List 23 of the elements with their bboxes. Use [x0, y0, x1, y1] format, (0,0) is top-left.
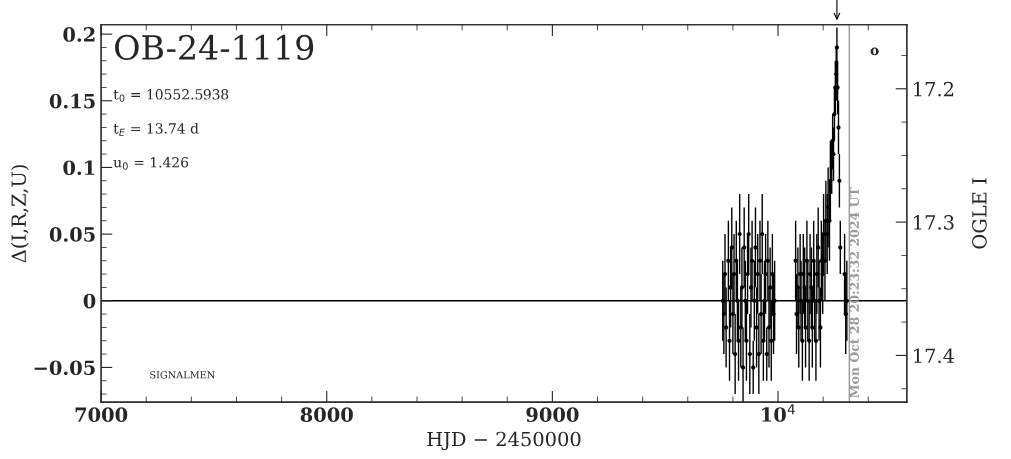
y2-tick-label: 17.2 — [914, 81, 954, 97]
x-tick-label: 10$^{4}$ — [762, 404, 795, 422]
y2-axis-title: OGLE I — [972, 178, 987, 249]
annotation: SIGNALMEN — [150, 371, 215, 379]
x-tick-label: 9000 — [526, 407, 579, 422]
x-tick-label: 7000 — [75, 407, 128, 422]
chart-title: OB-24-1119 — [115, 34, 314, 61]
y-tick-label: −0.05 — [34, 360, 95, 376]
annotation: Mon Oct 28 20:23:32 2024 UT — [849, 187, 859, 398]
y-axis-title: Δ(I,R,Z,U) — [10, 165, 29, 263]
annotation: t$_{0}$ = 10552.5938 — [113, 89, 229, 102]
y-tick-label: 0.2 — [63, 27, 95, 42]
y-tick-label: 0.1 — [63, 160, 95, 176]
annotation: u$_{0}$ = 1.426 — [113, 156, 189, 170]
y-tick-label: 0 — [83, 293, 96, 309]
y-tick-label: 0.05 — [49, 227, 95, 242]
annotation: t$_{E}$ = 13.74 d — [113, 122, 199, 136]
annotation: o — [870, 47, 879, 56]
y2-tick-label: 17.3 — [914, 215, 954, 230]
x-axis-title: HJD − 2450000 — [427, 431, 581, 451]
y-tick-label: 0.15 — [49, 93, 95, 109]
y2-tick-label: 17.4 — [914, 348, 955, 364]
x-tick-label: 8000 — [300, 407, 353, 422]
